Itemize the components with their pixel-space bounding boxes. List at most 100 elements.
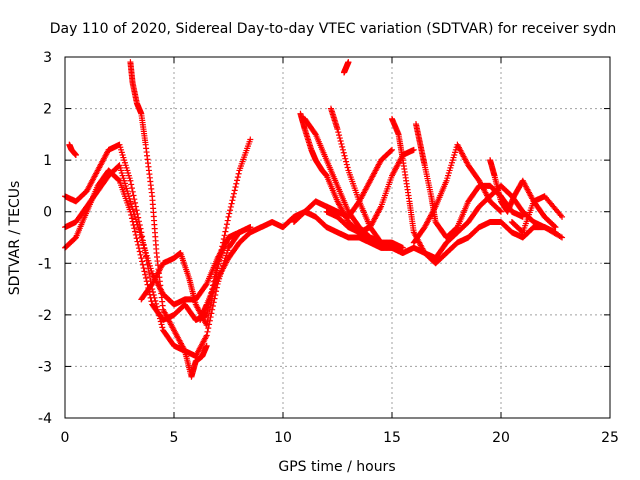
- data-point: [343, 158, 350, 165]
- data-point: [139, 258, 146, 265]
- series-sat-5: [138, 136, 254, 329]
- data-point: [203, 332, 210, 339]
- data-point: [399, 244, 406, 251]
- data-point: [216, 254, 223, 261]
- data-point: [345, 59, 352, 66]
- data-point: [220, 235, 227, 242]
- data-point: [232, 184, 239, 191]
- data-point: [131, 225, 138, 232]
- data-point: [137, 225, 144, 232]
- data-point: [127, 208, 134, 215]
- y-tick-label: -3: [38, 359, 52, 375]
- data-point: [148, 298, 155, 305]
- data-point: [145, 265, 152, 272]
- data-point: [141, 245, 148, 252]
- data-point: [218, 247, 225, 254]
- data-point: [204, 318, 211, 325]
- data-points: [62, 59, 566, 380]
- data-point: [340, 149, 347, 156]
- data-point: [344, 164, 351, 171]
- data-point: [227, 207, 234, 214]
- data-point: [142, 271, 149, 278]
- data-point: [497, 207, 504, 214]
- data-point: [498, 208, 504, 215]
- y-tick-label: -2: [38, 308, 52, 324]
- x-tick-label: 0: [61, 430, 70, 446]
- data-point: [128, 215, 135, 222]
- data-point: [130, 221, 137, 228]
- data-point: [247, 136, 254, 143]
- data-point: [128, 181, 135, 188]
- data-point: [223, 221, 230, 228]
- data-point: [142, 275, 149, 282]
- data-point: [135, 218, 142, 225]
- y-tick-label: 1: [43, 153, 52, 169]
- series-sat-10: [341, 59, 352, 76]
- data-point: [339, 146, 346, 153]
- data-point: [343, 161, 350, 168]
- y-tick-label: 0: [43, 205, 52, 221]
- data-point: [146, 269, 153, 276]
- data-point: [133, 207, 140, 214]
- data-point: [134, 238, 141, 245]
- data-point: [133, 235, 140, 242]
- data-point: [135, 241, 142, 248]
- plot-frame: [64, 56, 611, 419]
- data-point: [139, 237, 146, 244]
- x-axis-label: GPS time / hours: [278, 459, 395, 475]
- data-point: [230, 193, 237, 200]
- data-point: [135, 214, 142, 221]
- data-point: [139, 233, 146, 240]
- x-tick-label: 15: [383, 430, 401, 446]
- data-point: [72, 151, 79, 158]
- data-point: [147, 294, 154, 301]
- data-point: [230, 190, 237, 197]
- data-point: [136, 221, 143, 228]
- data-point: [234, 177, 241, 184]
- series-sat-15: [410, 141, 504, 246]
- data-point: [159, 324, 166, 331]
- data-point: [128, 212, 135, 219]
- data-point: [222, 228, 229, 235]
- data-point: [128, 185, 135, 192]
- data-point: [129, 218, 136, 225]
- data-point: [227, 203, 234, 210]
- data-point: [552, 224, 559, 231]
- x-tick-label: 5: [170, 430, 179, 446]
- data-point: [140, 241, 147, 248]
- data-point: [131, 196, 138, 203]
- y-axis-label: SDTVAR / TECUs: [7, 181, 23, 296]
- data-point: [224, 217, 231, 224]
- data-point: [215, 261, 222, 268]
- data-point: [146, 291, 153, 298]
- data-point: [552, 229, 559, 236]
- data-point: [389, 146, 395, 153]
- data-point: [132, 203, 139, 210]
- data-point: [143, 257, 150, 264]
- data-point: [342, 155, 349, 162]
- data-point: [225, 213, 232, 220]
- data-point: [138, 255, 145, 262]
- data-point: [138, 229, 145, 236]
- data-point: [399, 249, 406, 256]
- data-point: [338, 140, 345, 147]
- data-point: [143, 278, 150, 285]
- data-point: [216, 258, 223, 265]
- data-point: [139, 261, 146, 268]
- data-point: [136, 248, 143, 255]
- data-point: [247, 224, 254, 231]
- data-point: [140, 265, 147, 272]
- data-point: [130, 192, 137, 199]
- data-point: [551, 223, 558, 230]
- data-point: [410, 146, 417, 153]
- data-point: [334, 126, 341, 133]
- data-point: [223, 224, 230, 231]
- data-point: [229, 197, 236, 204]
- data-point: [335, 129, 342, 136]
- series-sat-18: [66, 141, 79, 158]
- series-sat-9: [327, 105, 406, 251]
- data-point: [519, 213, 526, 220]
- data-point: [206, 310, 213, 317]
